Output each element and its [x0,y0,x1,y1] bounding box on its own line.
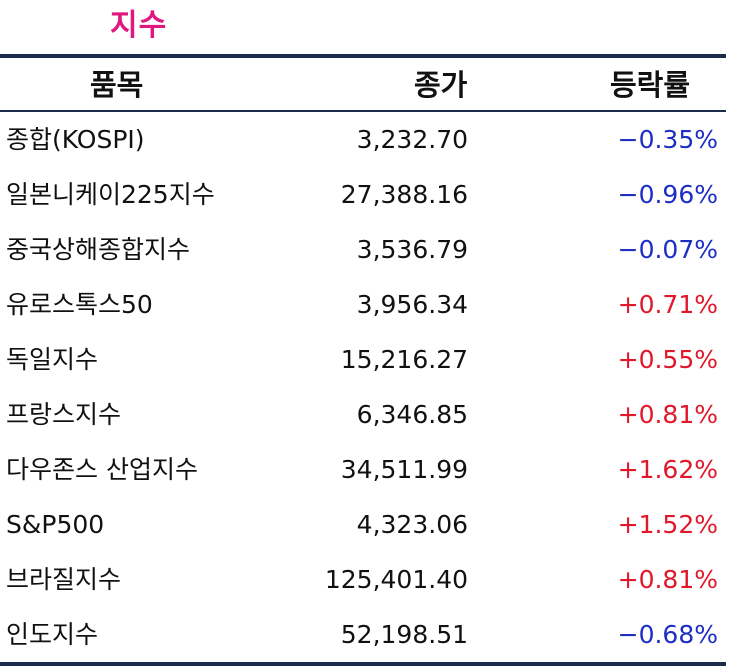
closing-price: 4,323.06 [356,510,468,539]
change-rate: −0.96% [617,180,718,209]
table-row: 유로스톡스50 3,956.34 +0.71% [0,277,726,332]
column-header-change: 등락률 [610,68,691,102]
column-header-name: 품목 [90,68,144,102]
table-row: 인도지수 52,198.51 −0.68% [0,607,726,662]
table-row: 중국상해종합지수 3,536.79 −0.07% [0,222,726,277]
table-row: 독일지수 15,216.27 +0.55% [0,332,726,387]
index-name: 독일지수 [6,345,99,374]
index-name: 인도지수 [6,620,99,649]
table-row: 프랑스지수 6,346.85 +0.81% [0,387,726,442]
table-header: 품목 종가 등락률 [0,58,726,112]
index-name: 중국상해종합지수 [6,235,191,264]
table-row: S&P500 4,323.06 +1.52% [0,497,726,552]
closing-price: 3,536.79 [356,235,468,264]
change-rate: +0.55% [617,345,718,374]
index-name: 프랑스지수 [6,400,122,429]
index-name: 종합(KOSPI) [6,125,145,154]
closing-price: 125,401.40 [324,565,468,594]
closing-price: 15,216.27 [340,345,468,374]
column-header-price: 종가 [414,68,468,102]
table-row: 브라질지수 125,401.40 +0.81% [0,552,726,607]
change-rate: +0.81% [617,565,718,594]
change-rate: −0.35% [617,125,718,154]
change-rate: +0.71% [617,290,718,319]
closing-price: 6,346.85 [356,400,468,429]
table-row: 일본니케이225지수 27,388.16 −0.96% [0,167,726,222]
index-table: 품목 종가 등락률 종합(KOSPI) 3,232.70 −0.35% 일본니케… [0,54,726,666]
index-name: 브라질지수 [6,565,122,594]
closing-price: 52,198.51 [340,620,468,649]
closing-price: 34,511.99 [340,455,468,484]
change-rate: +0.81% [617,400,718,429]
change-rate: +1.52% [617,510,718,539]
index-name: 일본니케이225지수 [6,180,215,209]
page-title: 지수 [110,8,168,43]
table-row: 종합(KOSPI) 3,232.70 −0.35% [0,112,726,167]
index-name: 다우존스 산업지수 [6,455,198,484]
change-rate: −0.68% [617,620,718,649]
index-name: 유로스톡스50 [6,290,153,319]
change-rate: +1.62% [617,455,718,484]
closing-price: 27,388.16 [340,180,468,209]
table-row: 다우존스 산업지수 34,511.99 +1.62% [0,442,726,497]
change-rate: −0.07% [617,235,718,264]
closing-price: 3,956.34 [356,290,468,319]
index-name: S&P500 [6,510,105,539]
closing-price: 3,232.70 [356,125,468,154]
